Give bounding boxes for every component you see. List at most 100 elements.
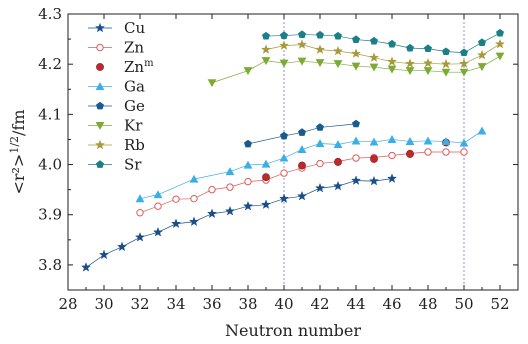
x-tick-label: 42 bbox=[310, 295, 329, 313]
data-point-cu bbox=[188, 216, 200, 227]
data-point-zn bbox=[190, 194, 198, 203]
data-point-kr bbox=[387, 65, 397, 74]
data-point-sr bbox=[316, 30, 324, 39]
legend-marker-zn bbox=[96, 43, 104, 52]
data-point-sr bbox=[460, 48, 468, 57]
x-tick-label: 44 bbox=[346, 295, 365, 313]
data-point-kr bbox=[441, 68, 451, 77]
data-point-zn bbox=[388, 151, 396, 160]
data-point-rb bbox=[458, 58, 470, 68]
data-point-ga bbox=[153, 190, 163, 199]
series-sr bbox=[262, 28, 504, 57]
data-point-zn bbox=[424, 148, 432, 156]
data-point-rb bbox=[494, 38, 506, 49]
data-point-kr bbox=[369, 63, 379, 72]
legend-marker-ga bbox=[95, 82, 105, 91]
data-point-cu bbox=[98, 249, 110, 260]
x-tick-label: 46 bbox=[382, 295, 401, 313]
data-point-kr bbox=[351, 62, 361, 71]
series-rb bbox=[260, 38, 506, 69]
data-point-rb bbox=[368, 52, 380, 62]
data-point-ga bbox=[189, 174, 199, 183]
data-point-ga bbox=[441, 137, 451, 145]
data-point-znm bbox=[370, 155, 378, 163]
data-point-rb bbox=[476, 49, 488, 60]
y-axis-label: <r²>1/2/fm bbox=[8, 109, 28, 194]
data-point-zn bbox=[442, 148, 450, 156]
data-point-kr bbox=[423, 67, 433, 76]
series-line-rb bbox=[265, 43, 501, 65]
legend-marker-kr bbox=[95, 121, 105, 130]
data-point-zn bbox=[244, 177, 252, 186]
legend-marker-sr bbox=[96, 160, 104, 168]
y-tick-label: 3.8 bbox=[38, 256, 62, 274]
data-point-cu bbox=[368, 175, 380, 186]
data-point-cu bbox=[332, 180, 344, 191]
y-tick-label: 4.0 bbox=[38, 156, 62, 174]
x-tick-label: 52 bbox=[490, 295, 509, 313]
data-point-cu bbox=[314, 182, 326, 193]
data-point-sr bbox=[370, 36, 378, 45]
legend-label-ge: Ge bbox=[124, 97, 145, 115]
x-tick-label: 30 bbox=[94, 295, 113, 313]
data-point-cu bbox=[206, 208, 218, 219]
data-point-rb bbox=[422, 57, 434, 68]
data-point-kr bbox=[495, 52, 505, 61]
data-point-zn bbox=[172, 195, 180, 203]
legend-label-zn: Zn bbox=[124, 39, 144, 57]
data-point-cu bbox=[260, 199, 272, 209]
data-point-cu bbox=[386, 173, 398, 183]
data-point-ga bbox=[135, 194, 145, 203]
y-tick-label: 4.1 bbox=[38, 105, 62, 123]
data-point-ga bbox=[351, 136, 361, 145]
data-point-kr bbox=[405, 67, 415, 76]
legend-label-rb: Rb bbox=[124, 136, 145, 154]
data-point-znm bbox=[406, 150, 414, 158]
data-point-ga bbox=[423, 136, 433, 145]
x-tick-label: 48 bbox=[418, 295, 437, 313]
legend-marker-cu bbox=[94, 22, 106, 33]
series-ga bbox=[135, 126, 487, 203]
data-point-ga bbox=[279, 153, 289, 162]
data-point-sr bbox=[424, 44, 432, 53]
data-point-ga bbox=[261, 159, 271, 168]
data-point-znm bbox=[262, 173, 270, 181]
data-point-cu bbox=[152, 226, 164, 237]
x-axis-label: Neutron number bbox=[225, 321, 361, 340]
data-point-cu bbox=[242, 200, 254, 211]
data-point-cu bbox=[170, 218, 182, 229]
data-point-ga bbox=[333, 140, 343, 148]
data-point-cu bbox=[80, 262, 92, 272]
data-point-rb bbox=[314, 44, 326, 54]
data-point-cu bbox=[350, 175, 362, 185]
legend-marker-rb bbox=[94, 139, 106, 150]
data-point-kr bbox=[315, 59, 325, 68]
series-line-cu bbox=[85, 178, 393, 268]
data-point-rb bbox=[296, 39, 308, 49]
data-point-ga bbox=[315, 139, 325, 147]
data-point-zn bbox=[226, 183, 234, 191]
data-point-sr bbox=[406, 43, 414, 52]
data-point-sr bbox=[388, 39, 396, 48]
data-point-zn bbox=[280, 169, 288, 177]
y-tick-label: 3.9 bbox=[38, 206, 62, 224]
data-point-ga bbox=[243, 160, 253, 169]
data-point-znm bbox=[298, 161, 306, 170]
data-point-rb bbox=[332, 45, 344, 56]
x-tick-label: 40 bbox=[274, 295, 293, 313]
data-point-sr bbox=[496, 28, 504, 37]
data-point-sr bbox=[280, 31, 288, 39]
legend-label-sr: Sr bbox=[124, 156, 142, 174]
data-point-ga bbox=[387, 135, 397, 143]
x-tick-label: 34 bbox=[166, 295, 185, 313]
legend-label-znm: Znm bbox=[124, 58, 154, 76]
data-point-kr bbox=[459, 68, 469, 77]
data-point-zn bbox=[208, 185, 216, 194]
legend-marker-ge bbox=[96, 101, 104, 110]
data-point-sr bbox=[262, 31, 270, 40]
data-point-kr bbox=[333, 60, 343, 69]
data-point-kr bbox=[243, 67, 253, 76]
data-point-kr bbox=[477, 63, 487, 72]
data-point-ga bbox=[225, 167, 235, 176]
data-point-rb bbox=[260, 44, 272, 54]
